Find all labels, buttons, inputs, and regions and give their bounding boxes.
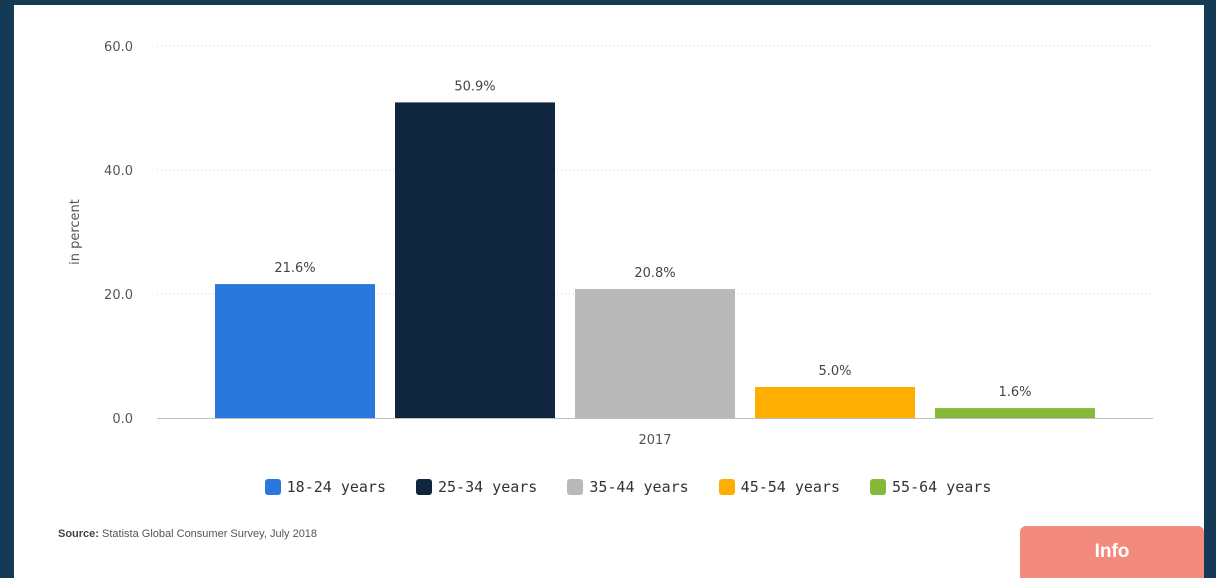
legend-label: 18-24 years	[286, 478, 386, 496]
legend-swatch	[718, 479, 735, 495]
legend-swatch	[870, 479, 887, 495]
bar-18-24-years[interactable]	[215, 284, 375, 418]
bars	[215, 102, 1095, 419]
legend-item-45-54[interactable]: 45-54 years	[718, 478, 841, 496]
data-label: 5.0%	[818, 364, 851, 379]
legend-label: 35-44 years	[589, 478, 689, 496]
x-tick-label: 2017	[638, 433, 671, 448]
legend-label: 55-64 years	[892, 478, 992, 496]
legend-swatch	[264, 479, 281, 495]
y-tick-label: 60.0	[104, 40, 133, 55]
source-label: Source:	[58, 528, 99, 540]
y-tick-label: 20.0	[104, 288, 133, 303]
bar-25-34-years[interactable]	[395, 102, 555, 419]
legend-item-25-34[interactable]: 25-34 years	[415, 478, 538, 496]
data-labels: 21.6% 50.9% 20.8% 5.0% 1.6%	[274, 79, 1031, 400]
y-tick-label: 0.0	[112, 412, 133, 427]
y-axis-ticks: 0.0 20.0 40.0 60.0	[104, 40, 133, 427]
data-label: 1.6%	[998, 385, 1031, 400]
data-label: 20.8%	[634, 266, 675, 281]
legend-item-55-64[interactable]: 55-64 years	[870, 478, 991, 496]
legend-label: 45-54 years	[740, 478, 841, 496]
legend-item-18-24[interactable]: 18-24 years	[264, 478, 386, 496]
legend: 18-24 years 25-34 years 35-44 years 45-5…	[0, 478, 1216, 496]
source-text: Statista Global Consumer Survey, July 20…	[102, 528, 318, 540]
bar-35-44-years[interactable]	[575, 289, 735, 418]
data-label: 50.9%	[454, 79, 495, 94]
legend-swatch	[415, 479, 432, 495]
legend-label: 25-34 years	[437, 478, 538, 496]
data-label: 21.6%	[274, 261, 315, 276]
bar-45-54-years[interactable]	[755, 387, 915, 418]
source-note: Source: Statista Global Consumer Survey,…	[58, 528, 317, 540]
legend-swatch	[567, 479, 584, 495]
y-tick-label: 40.0	[104, 164, 133, 179]
info-button[interactable]: Info	[1020, 526, 1204, 578]
bar-55-64-years[interactable]	[935, 408, 1095, 418]
grid-lines	[157, 45, 1153, 295]
legend-item-35-44[interactable]: 35-44 years	[567, 478, 689, 496]
y-axis-title: in percent	[68, 199, 83, 265]
